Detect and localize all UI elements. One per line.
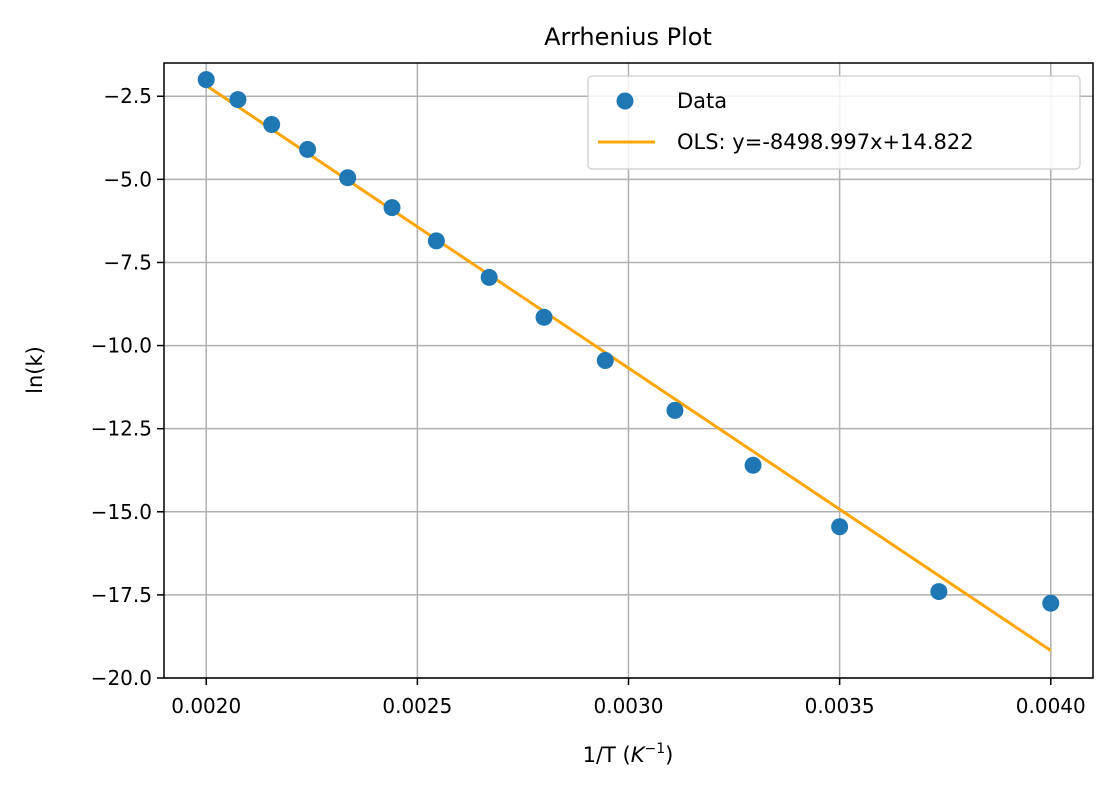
legend-label-data: Data — [677, 89, 727, 113]
data-point — [480, 268, 498, 286]
data-point — [666, 401, 684, 419]
x-axis-ticks: 0.0020 0.0025 0.0030 0.0035 0.0040 — [171, 678, 1086, 718]
x-tick-label: 0.0030 — [594, 694, 664, 718]
data-point — [229, 91, 247, 109]
data-point — [596, 352, 614, 370]
y-tick-label: −2.5 — [103, 84, 152, 108]
legend-marker-data — [616, 92, 634, 110]
y-tick-label: −15.0 — [91, 500, 152, 524]
y-tick-label: −20.0 — [91, 666, 152, 690]
y-axis-label: ln(k) — [23, 346, 47, 394]
data-point — [427, 232, 445, 250]
y-tick-label: −7.5 — [103, 250, 152, 274]
data-point — [197, 71, 215, 89]
data-point — [930, 583, 948, 601]
chart-title: Arrhenius Plot — [544, 23, 712, 51]
data-point — [263, 116, 281, 133]
data-point — [383, 199, 401, 217]
y-tick-label: −5.0 — [103, 167, 152, 191]
data-point — [831, 518, 849, 536]
data-point — [535, 308, 553, 326]
y-tick-label: −10.0 — [91, 334, 152, 358]
data-points — [197, 71, 1060, 612]
legend-box — [587, 75, 1081, 170]
legend-label-ols: OLS: y=-8498.997x+14.822 — [677, 130, 974, 154]
x-tick-label: 0.0035 — [805, 694, 875, 718]
x-tick-label: 0.0025 — [382, 694, 452, 718]
data-point — [1042, 594, 1060, 612]
y-tick-label: −12.5 — [91, 417, 152, 441]
x-axis-label: 1/T (K−1) — [583, 741, 674, 767]
x-tick-label: 0.0020 — [171, 694, 241, 718]
y-axis-ticks: −2.5 −5.0 −7.5 −10.0 −12.5 −15.0 −17.5 −20.0 — [91, 84, 164, 690]
data-point — [744, 456, 762, 474]
y-tick-label: −17.5 — [91, 583, 152, 607]
data-point — [339, 169, 357, 187]
x-tick-label: 0.0040 — [1016, 694, 1086, 718]
legend: Data OLS: y=-8498.997x+14.822 — [587, 75, 1081, 170]
data-point — [299, 140, 317, 158]
